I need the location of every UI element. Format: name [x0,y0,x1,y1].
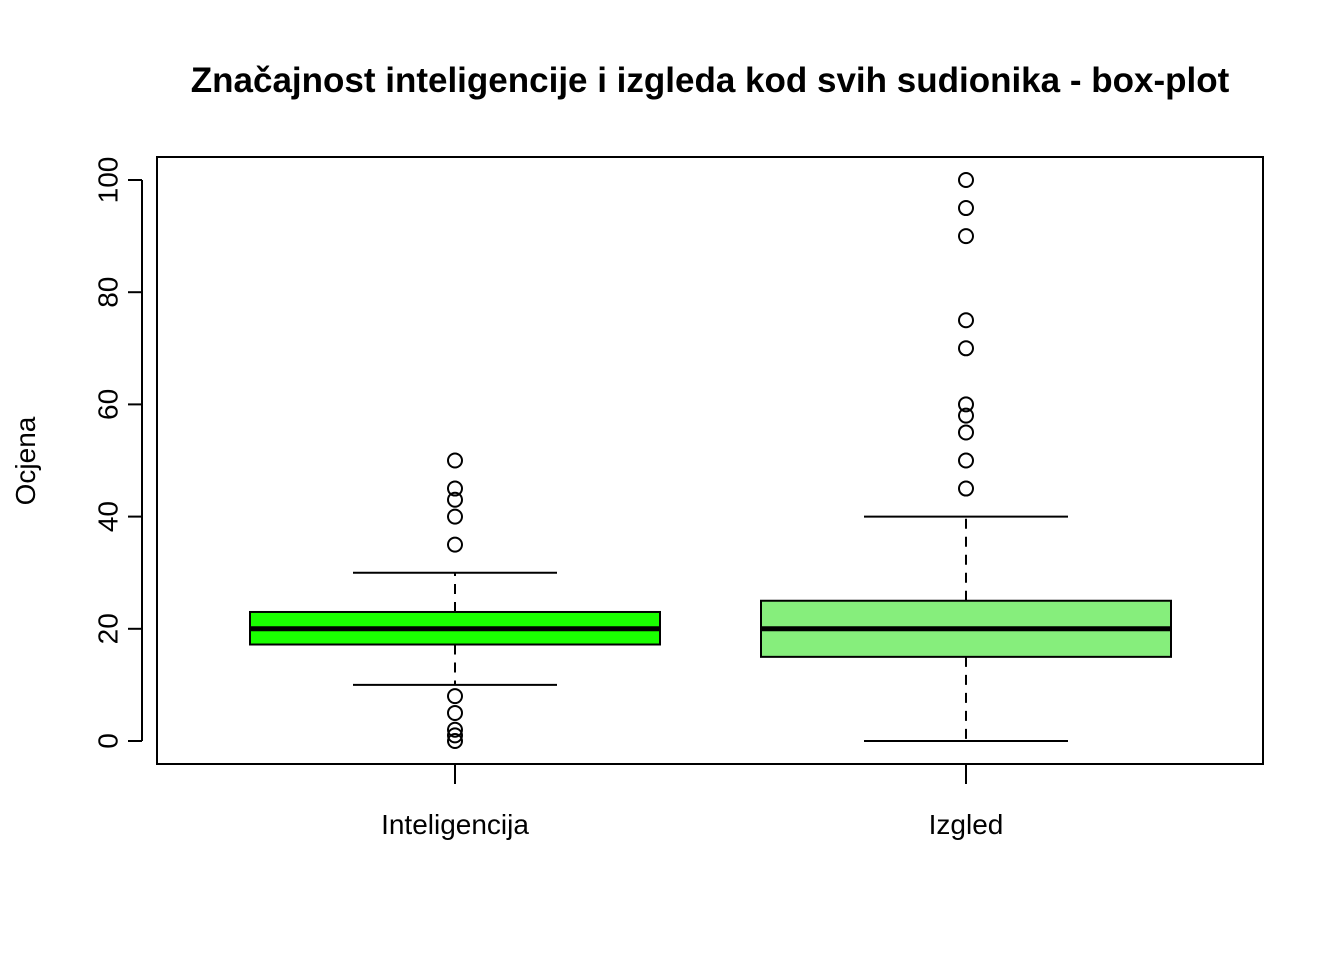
outlier-point [958,424,974,441]
outlier-point [447,491,463,508]
outlier-point [958,480,974,497]
outlier-point [447,688,463,705]
box-izgled [760,172,1172,742]
boxes [249,172,1172,749]
outlier-point [447,727,463,744]
outlier-point [958,200,974,217]
plot-frame [156,156,1264,765]
x-tick-label: Izgled [929,809,1004,840]
outlier-point [447,721,463,738]
outlier-point [447,452,463,469]
y-tick-label: 100 [92,157,123,204]
outlier-point [958,172,974,188]
y-tick-label: 80 [92,277,123,308]
y-tick-label: 40 [92,501,123,532]
chart-title: Značajnost inteligencije i izgleda kod s… [191,61,1230,100]
outlier-point [447,508,463,525]
outlier-point [958,312,974,329]
box-inteligencija [249,452,661,749]
outlier-point [447,733,463,749]
outlier-point [958,340,974,357]
x-axis-ticks: Inteligencija Izgled [381,764,1003,840]
outlier-point [447,480,463,497]
outlier-point [447,536,463,553]
outlier-point [958,228,974,245]
y-tick-label: 60 [92,389,123,420]
y-tick-label: 20 [92,613,123,644]
outlier-point [958,407,974,424]
y-axis-ticks: 0 20 40 60 80 100 [92,157,142,749]
outlier-point [447,704,463,721]
y-axis-label: Ocjena [10,416,41,505]
y-tick-label: 0 [92,733,123,749]
x-tick-label: Inteligencija [381,809,529,840]
outlier-point [958,396,974,413]
outlier-point [958,452,974,469]
